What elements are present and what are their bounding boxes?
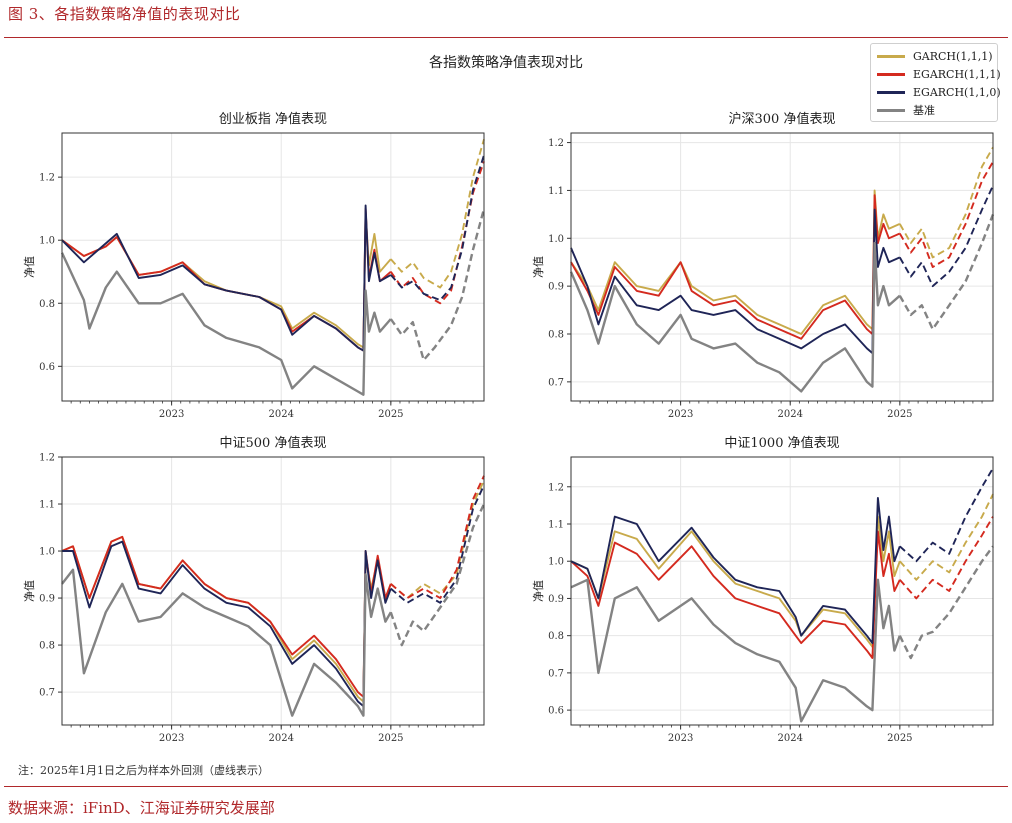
- series-egarch110-in-sample: [61, 204, 392, 352]
- y-tick-label: 0.7: [39, 688, 55, 699]
- y-tick-label: 0.7: [548, 377, 564, 388]
- series-egarch110-out-of-sample: [390, 484, 485, 604]
- y-tick-label: 1.2: [548, 482, 564, 493]
- x-tick-label: 2024: [777, 409, 802, 420]
- series-egarch110-in-sample: [62, 540, 392, 708]
- series-garch-out-of-sample: [390, 480, 485, 600]
- legend-label-egarch111: EGARCH(1,1,1): [913, 67, 1001, 81]
- x-tick-label: 2025: [378, 733, 403, 744]
- x-tick-label: 2024: [777, 733, 802, 744]
- legend-swatch-egarch111: [877, 72, 905, 76]
- x-tick-label: 2024: [268, 409, 293, 420]
- panel-title: 中证500 净值表现: [220, 435, 327, 451]
- y-tick-label: 1.0: [39, 547, 55, 558]
- y-tick-label: 0.8: [39, 299, 55, 310]
- series-egarch110-in-sample: [570, 208, 901, 355]
- y-tick-label: 1.2: [39, 173, 55, 184]
- series-garch-in-sample: [570, 189, 901, 335]
- panel-title: 创业板指 净值表现: [219, 111, 327, 127]
- y-tick-label: 0.6: [39, 362, 55, 373]
- chart-panel-4: 2023 2024 2025 0.6 0.7 0.8 0.9 1.0 1.1 1.2 中证1000 …: [531, 435, 994, 744]
- y-tick-label: 0.9: [548, 594, 564, 605]
- series-egarch111-in-sample: [570, 530, 901, 659]
- series-garch-out-of-sample: [898, 146, 994, 259]
- y-axis-label: 净值: [22, 580, 36, 602]
- figure-title: 图 3、各指数策略净值的表现对比: [8, 5, 241, 23]
- series-egarch110-out-of-sample: [390, 154, 485, 302]
- legend-label-benchmark: 基准: [913, 104, 935, 117]
- series-benchmark-out-of-sample: [898, 545, 994, 660]
- chart-legend: GARCH(1,1,1) EGARCH(1,1,1) EGARCH(1,1,0)…: [870, 43, 1001, 122]
- y-tick-label: 1.1: [548, 186, 564, 197]
- series-benchmark-in-sample: [60, 252, 392, 396]
- y-tick-label: 1.1: [39, 500, 55, 511]
- x-tick-label: 2023: [159, 409, 184, 420]
- series-benchmark-out-of-sample: [898, 213, 995, 331]
- footnote: 注：2025年1月1日之后为样本外回测（虚线表示）: [18, 764, 269, 777]
- y-axis-label: 净值: [531, 580, 545, 602]
- chart-suptitle: 各指数策略净值表现对比: [429, 55, 583, 71]
- y-tick-label: 1.0: [548, 557, 564, 568]
- plot-frame: [61, 456, 485, 726]
- y-tick-label: 0.9: [39, 594, 55, 605]
- chart-panel-2: 2023 2024 2025 0.7 0.8 0.9 1.0 1.1 1.2 沪深300 净值表现…: [531, 111, 995, 420]
- series-benchmark-out-of-sample: [389, 208, 486, 362]
- legend-swatch-benchmark: [877, 108, 905, 112]
- legend-item-egarch110: EGARCH(1,1,0): [877, 84, 1001, 100]
- series-garch-in-sample: [570, 515, 901, 648]
- legend-swatch-egarch110: [877, 90, 905, 94]
- y-tick-label: 0.8: [548, 330, 564, 341]
- x-tick-label: 2023: [668, 733, 693, 744]
- series-benchmark-in-sample: [569, 241, 901, 393]
- x-tick-label: 2025: [887, 409, 912, 420]
- series-egarch111-out-of-sample: [390, 161, 485, 305]
- y-tick-label: 1.2: [39, 453, 55, 464]
- data-source: 数据来源：iFinD、江海证券研究发展部: [8, 799, 275, 817]
- y-tick-label: 1.2: [548, 138, 564, 149]
- bottom-divider: [4, 786, 1008, 787]
- legend-label-garch: GARCH(1,1,1): [913, 49, 993, 63]
- y-tick-label: 0.8: [39, 641, 55, 652]
- x-tick-label: 2024: [268, 733, 293, 744]
- y-tick-label: 0.8: [548, 631, 564, 642]
- legend-swatch-garch: [877, 54, 905, 58]
- y-axis-label: 净值: [531, 256, 545, 278]
- series-egarch111-out-of-sample: [898, 161, 994, 268]
- series-egarch111-out-of-sample: [899, 516, 994, 600]
- plot-frame: [570, 456, 994, 726]
- x-tick-label: 2023: [159, 733, 184, 744]
- y-tick-label: 1.0: [548, 234, 564, 245]
- series-egarch111-out-of-sample: [390, 475, 485, 600]
- series-egarch110-out-of-sample: [898, 185, 994, 288]
- legend-item-benchmark: 基准: [877, 102, 935, 118]
- series-egarch110-out-of-sample: [899, 467, 994, 563]
- y-axis-label: 净值: [22, 256, 36, 278]
- series-garch-out-of-sample: [390, 139, 485, 289]
- y-tick-label: 0.9: [548, 282, 564, 293]
- panel-title: 中证1000 净值表现: [724, 435, 839, 451]
- series-benchmark-in-sample: [61, 568, 392, 717]
- plot-frame: [570, 132, 994, 402]
- legend-label-egarch110: EGARCH(1,1,0): [913, 85, 1001, 99]
- series-benchmark-out-of-sample: [389, 503, 486, 647]
- series-garch-out-of-sample: [899, 493, 994, 581]
- x-tick-label: 2025: [378, 409, 403, 420]
- series-egarch110-in-sample: [570, 496, 901, 645]
- y-tick-label: 1.0: [39, 236, 55, 247]
- panel-title: 沪深300 净值表现: [729, 111, 836, 127]
- x-tick-label: 2023: [668, 409, 693, 420]
- legend-item-egarch111: EGARCH(1,1,1): [877, 66, 1001, 82]
- top-divider: [4, 37, 1008, 38]
- series-egarch111-in-sample: [570, 194, 901, 340]
- y-tick-label: 0.6: [548, 706, 564, 717]
- x-tick-label: 2025: [887, 733, 912, 744]
- legend-item-garch: GARCH(1,1,1): [877, 48, 993, 64]
- series-benchmark-in-sample: [570, 578, 901, 723]
- y-tick-label: 0.7: [548, 668, 564, 679]
- plot-frame: [61, 132, 485, 402]
- y-tick-label: 1.1: [548, 520, 564, 531]
- chart-panel-3: 2023 2024 2025 0.7 0.8 0.9 1.0 1.1 1.2 中证500 净值表现…: [22, 435, 486, 744]
